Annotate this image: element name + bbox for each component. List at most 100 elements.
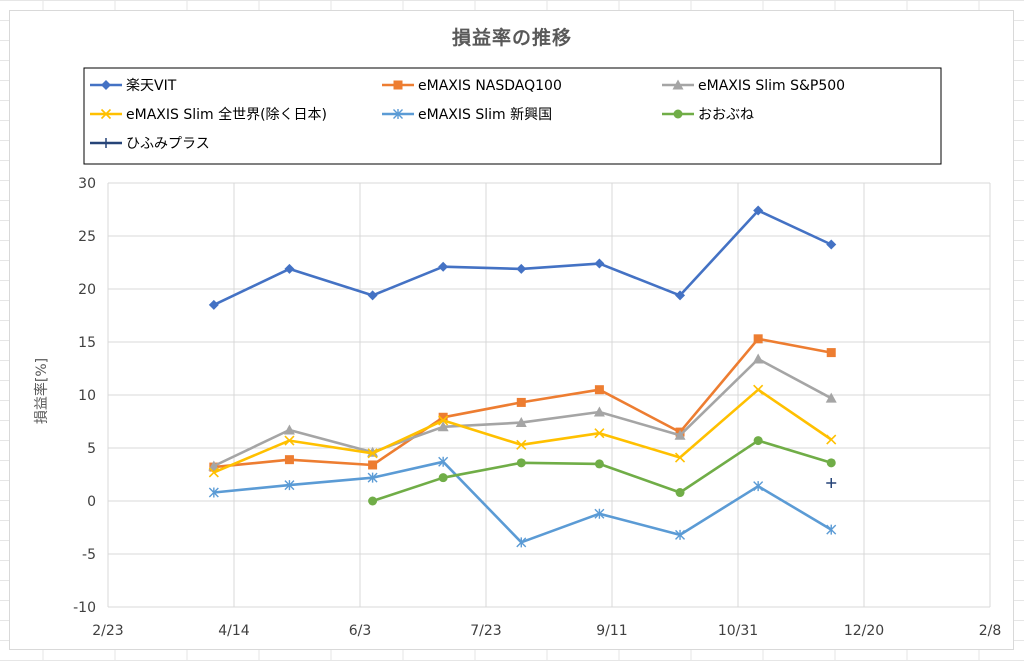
y-tick-label: 20 <box>78 282 96 298</box>
series-layer <box>208 205 837 548</box>
data-point <box>753 436 763 446</box>
data-point <box>674 429 686 440</box>
x-tick-label: 9/11 <box>596 623 627 639</box>
data-point <box>368 460 378 470</box>
data-point <box>594 258 605 269</box>
legend-label: ひふみプラス <box>126 136 210 152</box>
series-line <box>372 439 832 503</box>
data-point <box>516 537 527 548</box>
data-point <box>208 460 220 471</box>
y-tick-label: 30 <box>78 176 96 192</box>
data-point <box>826 239 837 250</box>
data-point <box>438 473 448 483</box>
data-point <box>367 446 379 457</box>
data-point <box>593 406 605 417</box>
x-tick-label: 12/20 <box>844 623 884 639</box>
data-point <box>594 459 604 469</box>
x-tick-label: 10/31 <box>718 623 758 639</box>
data-point <box>208 299 219 310</box>
data-point <box>516 439 527 450</box>
data-point <box>516 458 526 468</box>
legend[interactable]: 楽天VIT eMAXIS NASDAQ100 eMAXIS Slim S&P500 e… <box>83 67 942 165</box>
series-plus <box>826 477 837 488</box>
data-point <box>437 421 449 432</box>
data-point <box>283 424 295 435</box>
legend-item: 楽天VIT <box>90 78 177 94</box>
y-tick-label: -10 <box>73 600 96 616</box>
data-point <box>101 80 111 90</box>
legend-item: eMAXIS Slim 全世界(除く日本) <box>90 106 327 123</box>
data-point <box>515 417 527 428</box>
series-circle <box>368 436 836 506</box>
data-point <box>367 290 378 301</box>
legend-item: おおぶね <box>662 107 754 123</box>
series-line <box>213 357 832 468</box>
y-tick-label: 0 <box>87 494 96 510</box>
data-point <box>753 384 764 395</box>
data-point <box>674 452 686 463</box>
y-tick-label: 10 <box>78 388 96 404</box>
x-tick-label: 2/8 <box>979 623 1002 639</box>
series-star <box>208 456 837 548</box>
data-point <box>675 290 686 301</box>
data-point <box>100 108 112 120</box>
y-tick-label: 25 <box>78 229 96 245</box>
data-point <box>675 488 685 498</box>
data-point <box>438 415 449 426</box>
series-triangle <box>208 353 837 471</box>
data-point <box>826 458 836 468</box>
data-point <box>393 109 403 119</box>
legend-box <box>83 67 942 165</box>
data-point <box>753 481 764 492</box>
data-point <box>516 397 526 407</box>
data-point <box>368 496 378 506</box>
data-point <box>284 480 295 491</box>
data-point <box>367 472 378 483</box>
data-point <box>438 261 449 272</box>
data-point <box>594 385 604 395</box>
data-point <box>826 524 837 535</box>
data-point <box>753 205 764 216</box>
x-tick-label: 7/23 <box>470 623 501 639</box>
data-point <box>438 412 448 422</box>
data-point <box>101 138 111 148</box>
y-tick-label: 5 <box>87 441 96 457</box>
data-point <box>208 467 219 478</box>
data-point <box>284 455 294 465</box>
legend-label: eMAXIS Slim 全世界(除く日本) <box>126 106 327 123</box>
data-point <box>826 348 836 358</box>
chart-area[interactable]: 損益率の推移 楽天VIT eMAXIS NASDAQ100 eMAXIS Slim … <box>9 10 1014 650</box>
x-axis: 2/23 4/14 6/3 7/23 9/11 10/31 12/20 2/8 <box>92 623 1001 639</box>
y-axis: -10 -5 0 5 10 15 20 25 30 <box>73 176 96 616</box>
gridlines <box>107 182 991 608</box>
data-point <box>672 79 684 90</box>
data-point <box>208 487 219 498</box>
data-point <box>594 508 605 519</box>
legend-label: eMAXIS Slim S&P500 <box>698 78 845 94</box>
legend-label: eMAXIS NASDAQ100 <box>418 78 562 94</box>
x-tick-label: 6/3 <box>349 623 372 639</box>
data-point <box>826 477 837 488</box>
series-diamond <box>208 205 837 310</box>
data-point <box>826 434 837 445</box>
line-chart: 損益率の推移 楽天VIT eMAXIS NASDAQ100 eMAXIS Slim … <box>33 26 1001 639</box>
data-point <box>393 80 403 90</box>
data-point <box>367 448 378 459</box>
data-point <box>516 263 527 274</box>
series-x <box>208 384 837 478</box>
series-line <box>213 460 832 544</box>
legend-item: eMAXIS Slim 新興国 <box>382 107 552 123</box>
data-point <box>284 435 295 446</box>
y-tick-label: -5 <box>82 547 96 563</box>
chart-title: 損益率の推移 <box>452 26 572 49</box>
x-tick-label: 4/14 <box>218 623 250 639</box>
data-point <box>675 529 686 540</box>
data-point <box>284 263 295 274</box>
series-line <box>213 209 832 307</box>
legend-item: eMAXIS Slim S&P500 <box>662 78 845 94</box>
legend-item: ひふみプラス <box>90 136 210 152</box>
data-point <box>673 109 683 119</box>
data-point <box>753 334 763 344</box>
y-axis-label: 損益率[%] <box>33 358 50 424</box>
legend-label: 楽天VIT <box>126 78 177 94</box>
